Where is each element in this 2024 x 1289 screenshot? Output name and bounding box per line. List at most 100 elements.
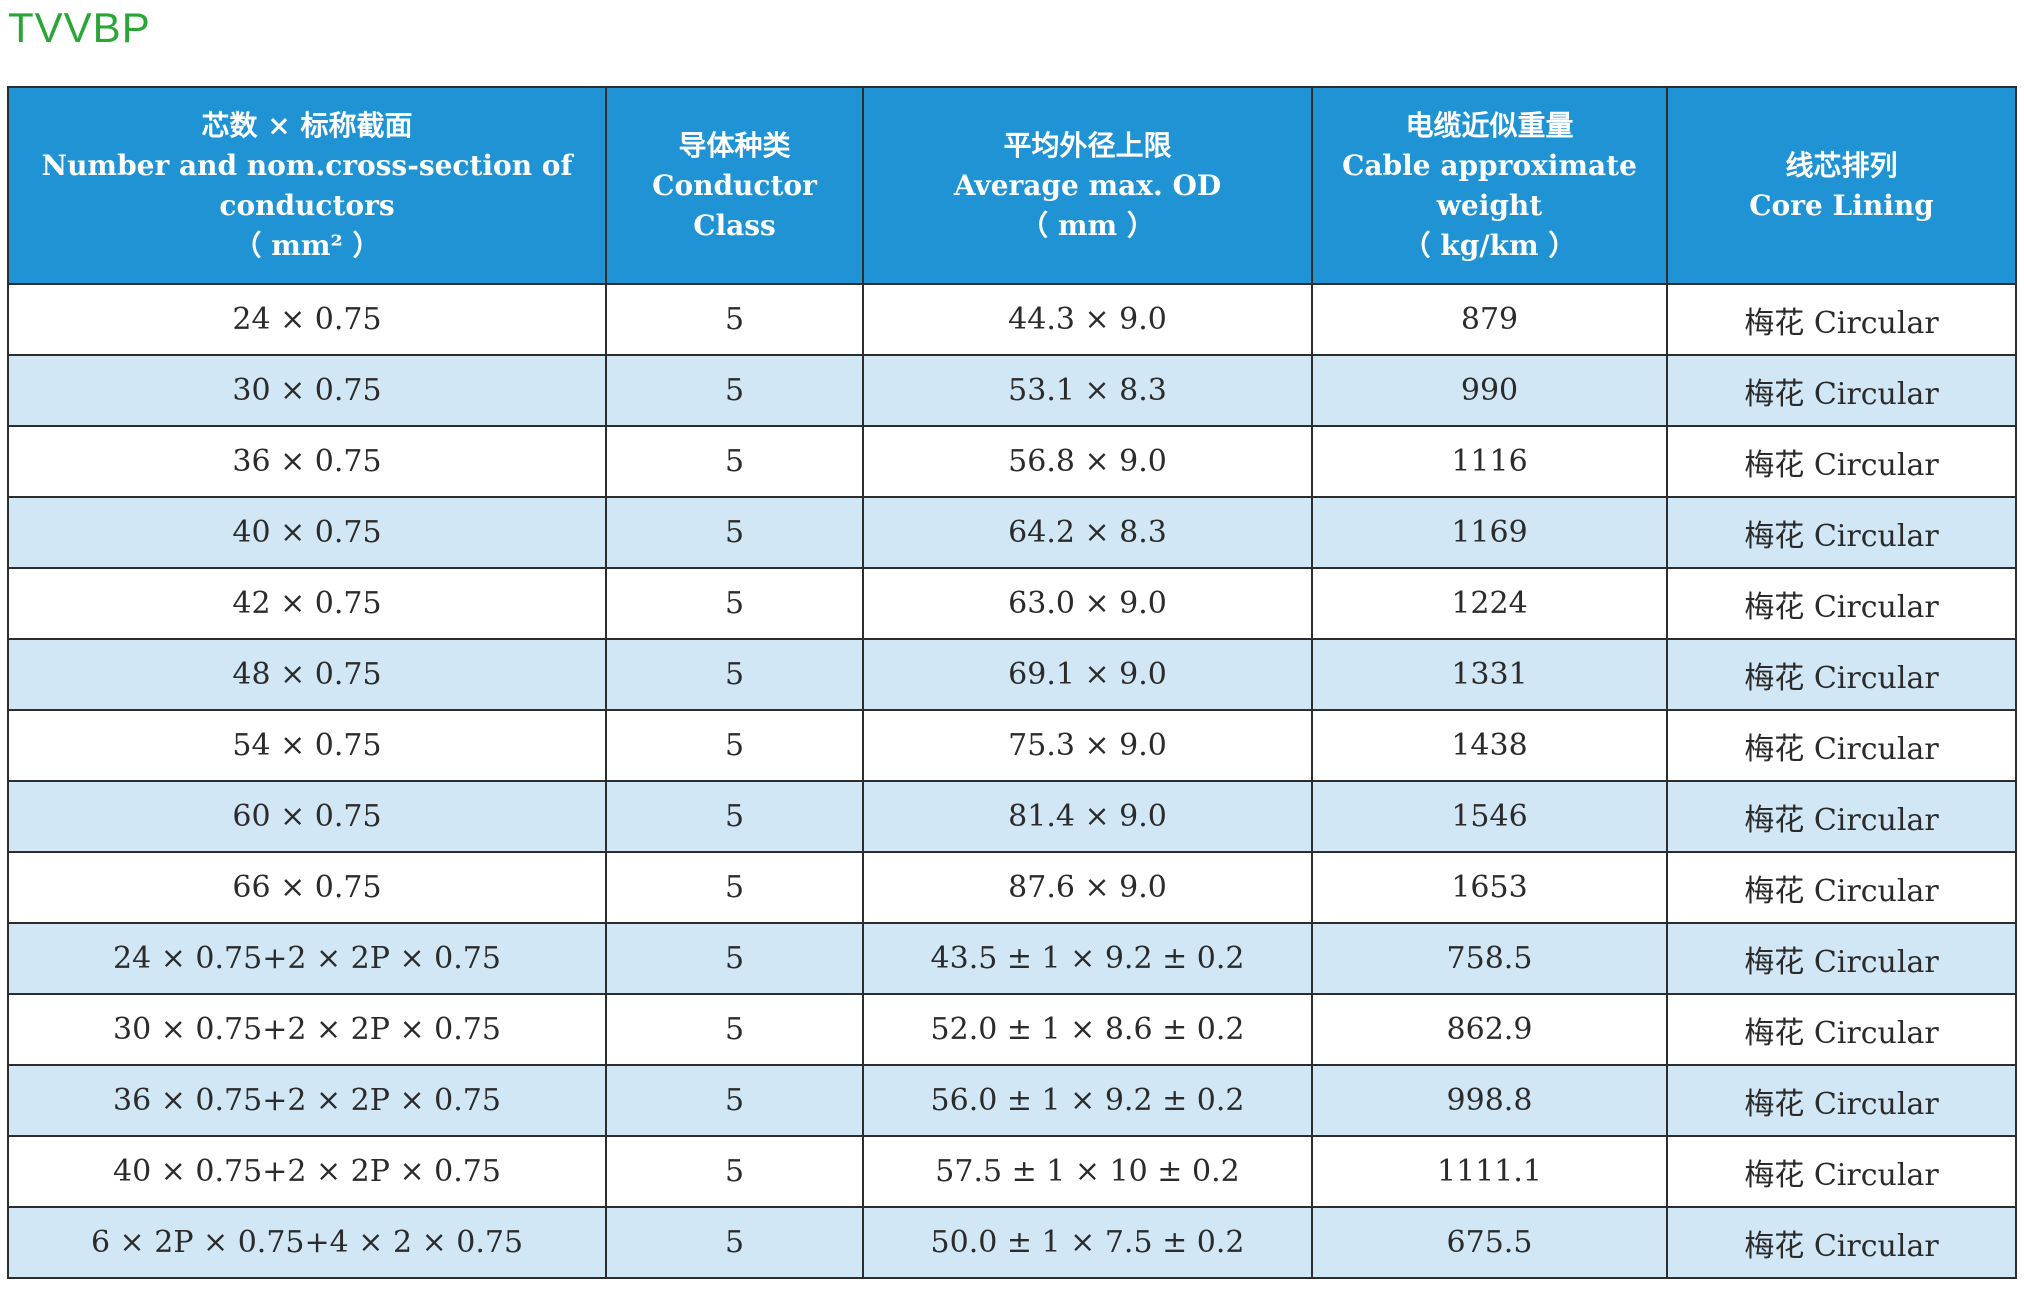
cell-cores-cross-section: 40 × 0.75+2 × 2P × 0.75 xyxy=(8,1136,606,1207)
cell-conductor-class: 5 xyxy=(606,852,863,923)
table-title: TVVBP xyxy=(8,4,151,52)
header-line: conductors xyxy=(15,186,599,226)
header-line: Conductor xyxy=(613,166,856,206)
header-line: （ mm ） xyxy=(870,206,1305,246)
table-row: 60 × 0.75581.4 × 9.01546梅花 Circular xyxy=(8,781,2016,852)
cell-core-lining: 梅花 Circular xyxy=(1667,710,2016,781)
cell-core-lining: 梅花 Circular xyxy=(1667,994,2016,1065)
header-line: weight xyxy=(1319,186,1660,226)
header-cable-weight: 电缆近似重量Cable approximateweight（ kg/km ） xyxy=(1312,87,1667,284)
cell-cable-weight: 758.5 xyxy=(1312,923,1667,994)
cell-cores-cross-section: 36 × 0.75 xyxy=(8,426,606,497)
cell-cores-cross-section: 6 × 2P × 0.75+4 × 2 × 0.75 xyxy=(8,1207,606,1278)
cell-average-max-od: 64.2 × 8.3 xyxy=(863,497,1312,568)
cell-cores-cross-section: 42 × 0.75 xyxy=(8,568,606,639)
cell-conductor-class: 5 xyxy=(606,1136,863,1207)
cell-average-max-od: 52.0 ± 1 × 8.6 ± 0.2 xyxy=(863,994,1312,1065)
cell-conductor-class: 5 xyxy=(606,426,863,497)
cell-conductor-class: 5 xyxy=(606,781,863,852)
cell-cable-weight: 1224 xyxy=(1312,568,1667,639)
cell-conductor-class: 5 xyxy=(606,497,863,568)
cell-average-max-od: 63.0 × 9.0 xyxy=(863,568,1312,639)
cell-cable-weight: 1111.1 xyxy=(1312,1136,1667,1207)
header-line: 导体种类 xyxy=(613,126,856,166)
table-row: 30 × 0.75553.1 × 8.3990梅花 Circular xyxy=(8,355,2016,426)
cell-conductor-class: 5 xyxy=(606,355,863,426)
cell-conductor-class: 5 xyxy=(606,994,863,1065)
table-row: 40 × 0.75+2 × 2P × 0.75557.5 ± 1 × 10 ± … xyxy=(8,1136,2016,1207)
header-core-lining: 线芯排列Core Lining xyxy=(1667,87,2016,284)
cell-cores-cross-section: 24 × 0.75 xyxy=(8,284,606,355)
cell-core-lining: 梅花 Circular xyxy=(1667,923,2016,994)
cell-average-max-od: 81.4 × 9.0 xyxy=(863,781,1312,852)
header-line: 芯数 × 标称截面 xyxy=(15,106,599,146)
cell-cores-cross-section: 48 × 0.75 xyxy=(8,639,606,710)
cell-core-lining: 梅花 Circular xyxy=(1667,355,2016,426)
table-row: 36 × 0.75+2 × 2P × 0.75556.0 ± 1 × 9.2 ±… xyxy=(8,1065,2016,1136)
table-row: 66 × 0.75587.6 × 9.01653梅花 Circular xyxy=(8,852,2016,923)
cell-core-lining: 梅花 Circular xyxy=(1667,639,2016,710)
cell-conductor-class: 5 xyxy=(606,284,863,355)
cell-core-lining: 梅花 Circular xyxy=(1667,1065,2016,1136)
cable-spec-table: 芯数 × 标称截面Number and nom.cross-section of… xyxy=(7,86,2017,1279)
cell-average-max-od: 43.5 ± 1 × 9.2 ± 0.2 xyxy=(863,923,1312,994)
header-line: Cable approximate xyxy=(1319,146,1660,186)
header-line: （ mm² ） xyxy=(15,226,599,266)
header-line: 平均外径上限 xyxy=(870,126,1305,166)
cell-cable-weight: 998.8 xyxy=(1312,1065,1667,1136)
table-row: 30 × 0.75+2 × 2P × 0.75552.0 ± 1 × 8.6 ±… xyxy=(8,994,2016,1065)
header-average-max-od: 平均外径上限Average max. OD（ mm ） xyxy=(863,87,1312,284)
cell-cable-weight: 1438 xyxy=(1312,710,1667,781)
cell-core-lining: 梅花 Circular xyxy=(1667,1136,2016,1207)
cell-average-max-od: 50.0 ± 1 × 7.5 ± 0.2 xyxy=(863,1207,1312,1278)
header-line: 电缆近似重量 xyxy=(1319,106,1660,146)
cell-average-max-od: 56.8 × 9.0 xyxy=(863,426,1312,497)
cell-cable-weight: 675.5 xyxy=(1312,1207,1667,1278)
cell-cores-cross-section: 36 × 0.75+2 × 2P × 0.75 xyxy=(8,1065,606,1136)
cell-conductor-class: 5 xyxy=(606,710,863,781)
table-row: 24 × 0.75544.3 × 9.0879梅花 Circular xyxy=(8,284,2016,355)
cell-average-max-od: 57.5 ± 1 × 10 ± 0.2 xyxy=(863,1136,1312,1207)
cell-core-lining: 梅花 Circular xyxy=(1667,568,2016,639)
header-line: 线芯排列 xyxy=(1674,146,2009,186)
cell-cores-cross-section: 30 × 0.75 xyxy=(8,355,606,426)
table-row: 36 × 0.75556.8 × 9.01116梅花 Circular xyxy=(8,426,2016,497)
table-row: 48 × 0.75569.1 × 9.01331梅花 Circular xyxy=(8,639,2016,710)
cell-core-lining: 梅花 Circular xyxy=(1667,426,2016,497)
header-cores-cross-section: 芯数 × 标称截面Number and nom.cross-section of… xyxy=(8,87,606,284)
cell-conductor-class: 5 xyxy=(606,1065,863,1136)
cell-cores-cross-section: 30 × 0.75+2 × 2P × 0.75 xyxy=(8,994,606,1065)
header-line: Core Lining xyxy=(1674,186,2009,226)
cell-average-max-od: 44.3 × 9.0 xyxy=(863,284,1312,355)
cell-core-lining: 梅花 Circular xyxy=(1667,781,2016,852)
header-line: Number and nom.cross-section of xyxy=(15,146,599,186)
cell-cable-weight: 862.9 xyxy=(1312,994,1667,1065)
cell-conductor-class: 5 xyxy=(606,1207,863,1278)
table-row: 54 × 0.75575.3 × 9.01438梅花 Circular xyxy=(8,710,2016,781)
cell-average-max-od: 69.1 × 9.0 xyxy=(863,639,1312,710)
cell-cable-weight: 879 xyxy=(1312,284,1667,355)
header-line: （ kg/km ） xyxy=(1319,226,1660,266)
cell-cores-cross-section: 54 × 0.75 xyxy=(8,710,606,781)
table-row: 40 × 0.75564.2 × 8.31169梅花 Circular xyxy=(8,497,2016,568)
cell-cores-cross-section: 40 × 0.75 xyxy=(8,497,606,568)
cell-cores-cross-section: 24 × 0.75+2 × 2P × 0.75 xyxy=(8,923,606,994)
cell-cable-weight: 1331 xyxy=(1312,639,1667,710)
cell-core-lining: 梅花 Circular xyxy=(1667,497,2016,568)
header-line: Class xyxy=(613,206,856,246)
cell-cable-weight: 1546 xyxy=(1312,781,1667,852)
header-conductor-class: 导体种类ConductorClass xyxy=(606,87,863,284)
cell-cable-weight: 1653 xyxy=(1312,852,1667,923)
header-line: Average max. OD xyxy=(870,166,1305,206)
cell-average-max-od: 87.6 × 9.0 xyxy=(863,852,1312,923)
table-body: 24 × 0.75544.3 × 9.0879梅花 Circular30 × 0… xyxy=(8,284,2016,1278)
cell-cores-cross-section: 66 × 0.75 xyxy=(8,852,606,923)
cell-average-max-od: 75.3 × 9.0 xyxy=(863,710,1312,781)
cell-average-max-od: 53.1 × 8.3 xyxy=(863,355,1312,426)
cell-cable-weight: 990 xyxy=(1312,355,1667,426)
cell-conductor-class: 5 xyxy=(606,568,863,639)
cell-cable-weight: 1169 xyxy=(1312,497,1667,568)
header-row: 芯数 × 标称截面Number and nom.cross-section of… xyxy=(8,87,2016,284)
cell-core-lining: 梅花 Circular xyxy=(1667,1207,2016,1278)
table-row: 24 × 0.75+2 × 2P × 0.75543.5 ± 1 × 9.2 ±… xyxy=(8,923,2016,994)
